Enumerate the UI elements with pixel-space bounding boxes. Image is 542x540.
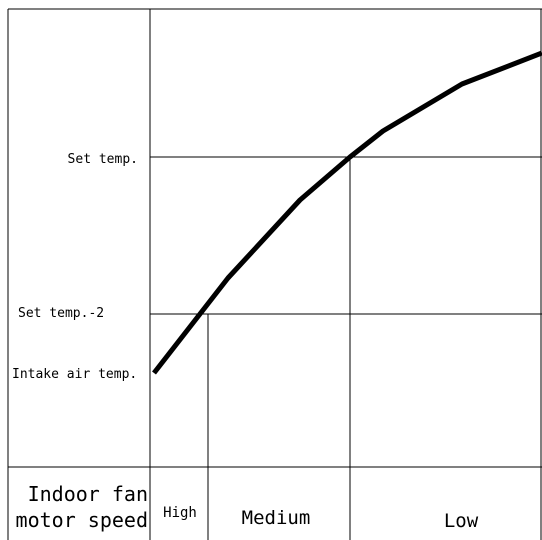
set-temp-minus-2-label: Set temp.-2 bbox=[18, 306, 104, 321]
intake-air-temp-label: Intake air temp. bbox=[12, 367, 137, 382]
zone-label-low: Low bbox=[444, 510, 479, 532]
intake-air-temp-curve bbox=[152, 50, 542, 375]
row-header-line1: Indoor fan bbox=[28, 482, 148, 506]
zone-label-high: High bbox=[163, 505, 197, 521]
row-header-line2: motor speed bbox=[16, 508, 148, 532]
zone-label-medium: Medium bbox=[242, 507, 311, 529]
set-temp-label: Set temp. bbox=[68, 152, 138, 167]
